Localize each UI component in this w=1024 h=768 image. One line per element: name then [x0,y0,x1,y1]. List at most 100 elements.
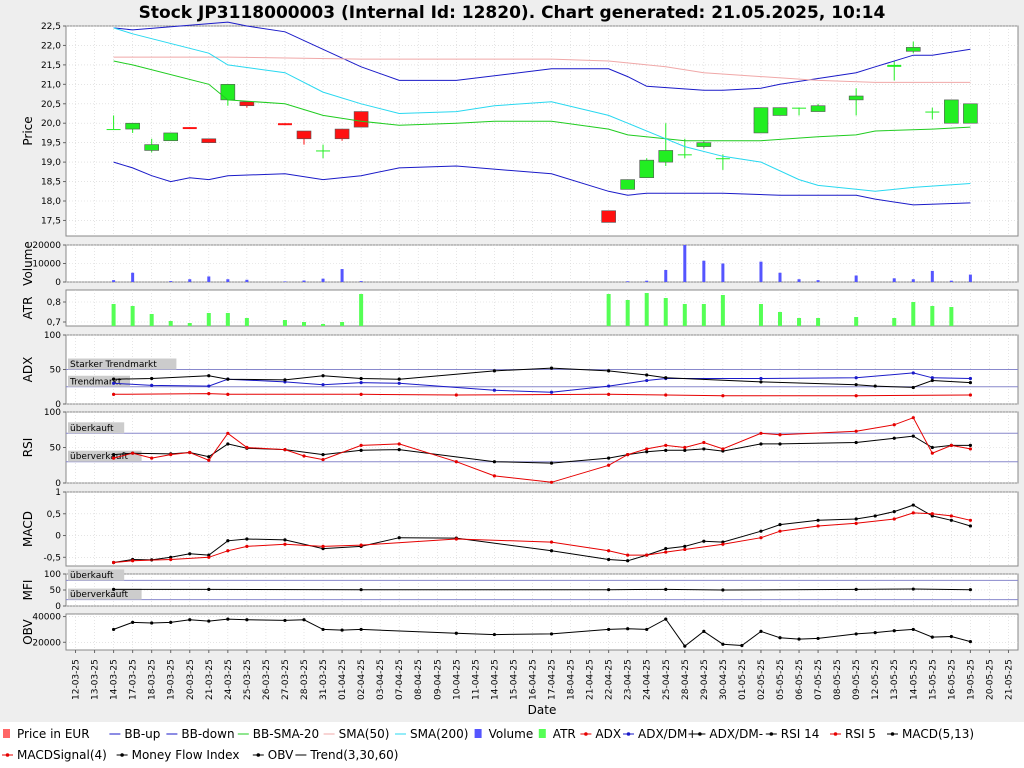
atr-bar [663,298,668,326]
series-point [854,521,858,525]
y-tick-label: 0 [55,400,61,410]
candle [201,138,217,143]
legend-marker [5,753,10,757]
atr-bar [720,295,725,326]
series-point [702,447,706,451]
y-tick-label: 20000 [32,241,61,251]
x-tick-label: 24-03-25 [224,659,234,700]
x-tick-label: 11-04-25 [471,659,481,700]
x-axis-label: Date [528,703,557,717]
series-point [492,369,496,373]
series-point [359,588,363,592]
volume-bar [112,280,116,282]
series-point [188,618,192,622]
atr-bar [321,324,326,326]
legend-marker [769,732,774,736]
legend-label: MACD(5,13) [902,727,974,741]
series-point [683,547,687,552]
series-point [607,369,611,373]
series-point [226,377,230,381]
series-point [626,553,630,557]
series-point [112,392,116,396]
series-point [721,542,725,546]
atr-bar [701,304,706,326]
y-tick-label: 19,5 [41,139,61,149]
x-tick-label: 15-04-25 [509,659,519,700]
series-point [454,460,458,464]
series-point [664,617,668,621]
volume-bar [664,269,668,282]
atr-bar [682,304,687,326]
series-point [911,416,915,420]
volume-bar [911,279,915,282]
series-point [359,443,363,447]
series-point [854,587,858,591]
series-point [816,524,820,528]
x-tick-label: 19-03-25 [167,659,177,700]
atr-bar [606,294,611,326]
y-tick-label: 50 [50,586,62,596]
x-tick-label: 01-05-25 [738,659,748,700]
x-tick-label: 19-05-25 [966,659,976,700]
y-axis-label: ADX [21,357,35,383]
x-tick-label: 22-04-25 [605,659,615,700]
rsi-panel: 0 50 100 RSI überkauft überverkauft [21,408,1019,489]
series-point [930,445,934,450]
series-point [854,517,858,521]
series-point [169,557,173,562]
series-point [854,383,858,387]
x-tick-label: 13-05-25 [890,659,900,700]
volume-bar [778,272,782,282]
atr-bar [949,307,954,326]
series-point [321,627,325,632]
series-point [245,445,249,450]
volume-bar [169,281,173,282]
series-point [949,514,953,518]
volume-bar [816,280,820,282]
candle [182,127,197,130]
series-point [892,436,896,440]
series-point [359,381,363,385]
series-point [968,447,973,451]
series-point [664,448,668,452]
series-point [949,634,953,639]
x-tick-label: 06-05-25 [795,659,805,700]
x-tick-label: 26-03-25 [262,659,272,700]
legend-label: SMA(50) [339,727,390,741]
y-tick-label: 100 [44,570,61,580]
y-tick-label: 21,0 [41,80,61,90]
legend-label: OBV [268,748,294,762]
series-point [112,560,116,565]
x-tick-label: 28-04-25 [681,659,691,700]
candle [810,105,826,112]
series-point [911,385,915,390]
atr-bar [758,304,763,326]
zone-label-bg [68,358,177,370]
series-point [702,539,706,543]
candle [277,123,292,126]
series-point [549,632,554,636]
atr-bar [130,306,135,326]
candle [220,84,236,101]
series-point [549,480,554,484]
x-tick-label: 30-04-25 [719,659,729,700]
volume-bar [759,261,763,282]
volume-bar [968,274,972,282]
series-bb-down [113,161,971,206]
series-point [968,381,973,385]
series-point [607,456,611,460]
series-point [759,536,763,540]
candle [620,179,635,190]
legend-swatch [474,729,482,738]
legend-label: RSI 14 [781,727,820,741]
y-tick-label: 21,5 [41,61,61,71]
series-point [283,542,287,546]
x-tick-label: 17-03-25 [129,659,139,700]
x-tick-label: 25-04-25 [662,659,672,700]
volume-bar [245,279,249,282]
series-point [968,588,973,592]
legend-bg [0,722,1024,768]
atr-bar [225,313,230,326]
y-tick-label: 10000 [32,260,61,270]
